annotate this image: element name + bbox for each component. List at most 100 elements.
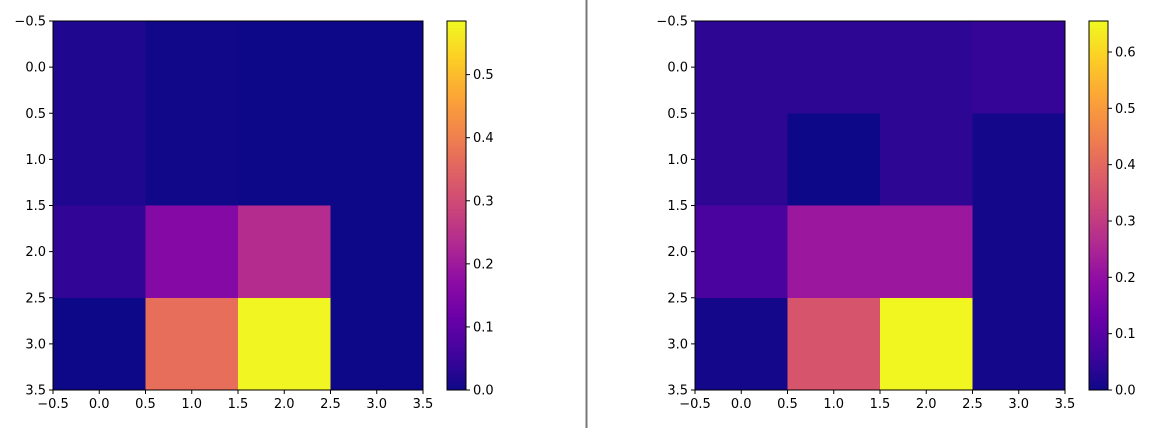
colorbar-segment <box>1089 233 1108 237</box>
x-tick-label: 2.0 <box>274 397 295 412</box>
colorbar-segment <box>447 386 466 391</box>
colorbar-segment <box>1089 122 1108 127</box>
y-tick-label: 2.5 <box>667 291 688 306</box>
colorbar-segment <box>447 371 466 376</box>
colorbar-segment <box>1089 217 1108 222</box>
colorbar-segment <box>1089 279 1108 283</box>
colorbar-segment <box>1089 248 1108 253</box>
colorbar-segment <box>447 116 466 120</box>
x-tick-label: 0.0 <box>731 397 752 412</box>
colorbar-segment <box>1089 297 1108 302</box>
x-tick-label: 0.5 <box>135 397 156 412</box>
colorbar-tick-label: 0.0 <box>473 384 494 399</box>
colorbar-segment <box>447 125 466 130</box>
colorbar-segment <box>1089 60 1108 65</box>
colorbar-segment <box>1089 263 1108 268</box>
x-tick-label: 0.5 <box>777 397 798 412</box>
colorbar-tick-label: 0.5 <box>1115 102 1136 117</box>
colorbar-tick-label: 0.5 <box>473 68 494 83</box>
colorbar-segment <box>447 183 466 188</box>
colorbar-segment <box>447 94 466 99</box>
y-tick-label: 1.5 <box>667 199 688 214</box>
colorbar-segment <box>447 153 466 157</box>
colorbar-segment <box>447 202 466 207</box>
heatmap-cell-r2-c0 <box>695 205 788 299</box>
colorbar-segment <box>447 383 466 388</box>
colorbar-segment <box>1089 353 1108 357</box>
colorbar-segment <box>1089 85 1108 90</box>
heatmap-cell-r1-c2 <box>238 113 331 206</box>
colorbar-segment <box>447 331 466 336</box>
colorbar-segment <box>447 64 466 68</box>
colorbar-segment <box>1089 245 1108 250</box>
heatmap-cell-r3-c1 <box>145 297 239 391</box>
y-tick-label: 3.5 <box>667 384 688 399</box>
colorbar-segment <box>447 30 466 34</box>
x-tick-label: 1.5 <box>870 397 891 412</box>
colorbar-segment <box>447 193 466 197</box>
colorbar-segment <box>447 134 466 139</box>
colorbar-segment <box>1089 313 1108 317</box>
colorbar-segment <box>447 27 466 31</box>
colorbar-segment <box>447 97 466 102</box>
colorbar-segment <box>1089 223 1108 228</box>
colorbar-segment <box>1089 300 1108 305</box>
colorbar-segment <box>1089 73 1108 77</box>
colorbar-tick-label: 0.0 <box>1115 384 1136 399</box>
colorbar-segment <box>1089 374 1108 379</box>
colorbar-segment <box>1089 242 1108 247</box>
colorbar-segment <box>447 70 466 74</box>
colorbar-segment <box>1089 251 1108 256</box>
colorbar-segment <box>1089 310 1108 314</box>
colorbar-segment <box>447 248 466 253</box>
colorbar-segment <box>447 67 466 71</box>
colorbar-segment <box>447 322 466 327</box>
heatmap-cell-r3-c1 <box>787 297 881 391</box>
colorbar-frame <box>1088 20 1109 391</box>
colorbar-segment <box>1089 331 1108 336</box>
colorbar-segment <box>447 159 466 164</box>
heatmap-cell-r0-c1 <box>787 21 881 114</box>
x-tick-label: 1.0 <box>181 397 202 412</box>
y-tick-label: 3.5 <box>25 384 46 399</box>
colorbar-segment <box>1089 156 1108 160</box>
heatmap-cell-r1-c1 <box>145 113 239 206</box>
colorbar-segment <box>1089 64 1108 68</box>
colorbar-segment <box>1089 285 1108 290</box>
colorbar-segment <box>1089 113 1108 117</box>
colorbar-segment <box>447 233 466 237</box>
colorbar-segment <box>1089 110 1108 114</box>
colorbar-segment <box>447 365 466 370</box>
colorbar-segment <box>447 291 466 296</box>
colorbar-segment <box>447 180 466 185</box>
colorbar-segment <box>447 254 466 259</box>
heatmap-cell-r3-c3 <box>330 297 424 391</box>
colorbar-segment <box>447 245 466 250</box>
y-tick-label: 1.0 <box>667 153 688 168</box>
colorbar-segment <box>447 334 466 339</box>
x-tick-label: 1.5 <box>228 397 249 412</box>
colorbar-segment <box>1089 383 1108 388</box>
colorbar-segment <box>447 79 466 84</box>
colorbar-segment <box>1089 131 1108 136</box>
colorbar-segment <box>447 303 466 308</box>
colorbar-segment <box>1089 334 1108 339</box>
colorbar-segment <box>1089 306 1108 311</box>
colorbar-segment <box>1089 350 1108 354</box>
heatmap-cell-r2-c0 <box>53 205 146 299</box>
heatmap-cell-r0-c0 <box>53 21 146 114</box>
colorbar-segment <box>1089 202 1108 207</box>
heatmap-cell-r3-c2 <box>880 297 973 391</box>
colorbar-segment <box>1089 377 1108 382</box>
colorbar-segment <box>447 174 466 179</box>
colorbar-segment <box>447 45 466 50</box>
colorbar-segment <box>447 267 466 271</box>
y-tick-label: −0.5 <box>656 15 688 30</box>
colorbar-segment <box>447 168 466 173</box>
heatmap-cell-r2-c1 <box>787 205 881 299</box>
heatmap-cell-r1-c0 <box>695 113 788 206</box>
colorbar-tick-label: 0.3 <box>473 194 494 209</box>
colorbar-segment <box>1089 371 1108 376</box>
colorbar-segment <box>447 279 466 283</box>
